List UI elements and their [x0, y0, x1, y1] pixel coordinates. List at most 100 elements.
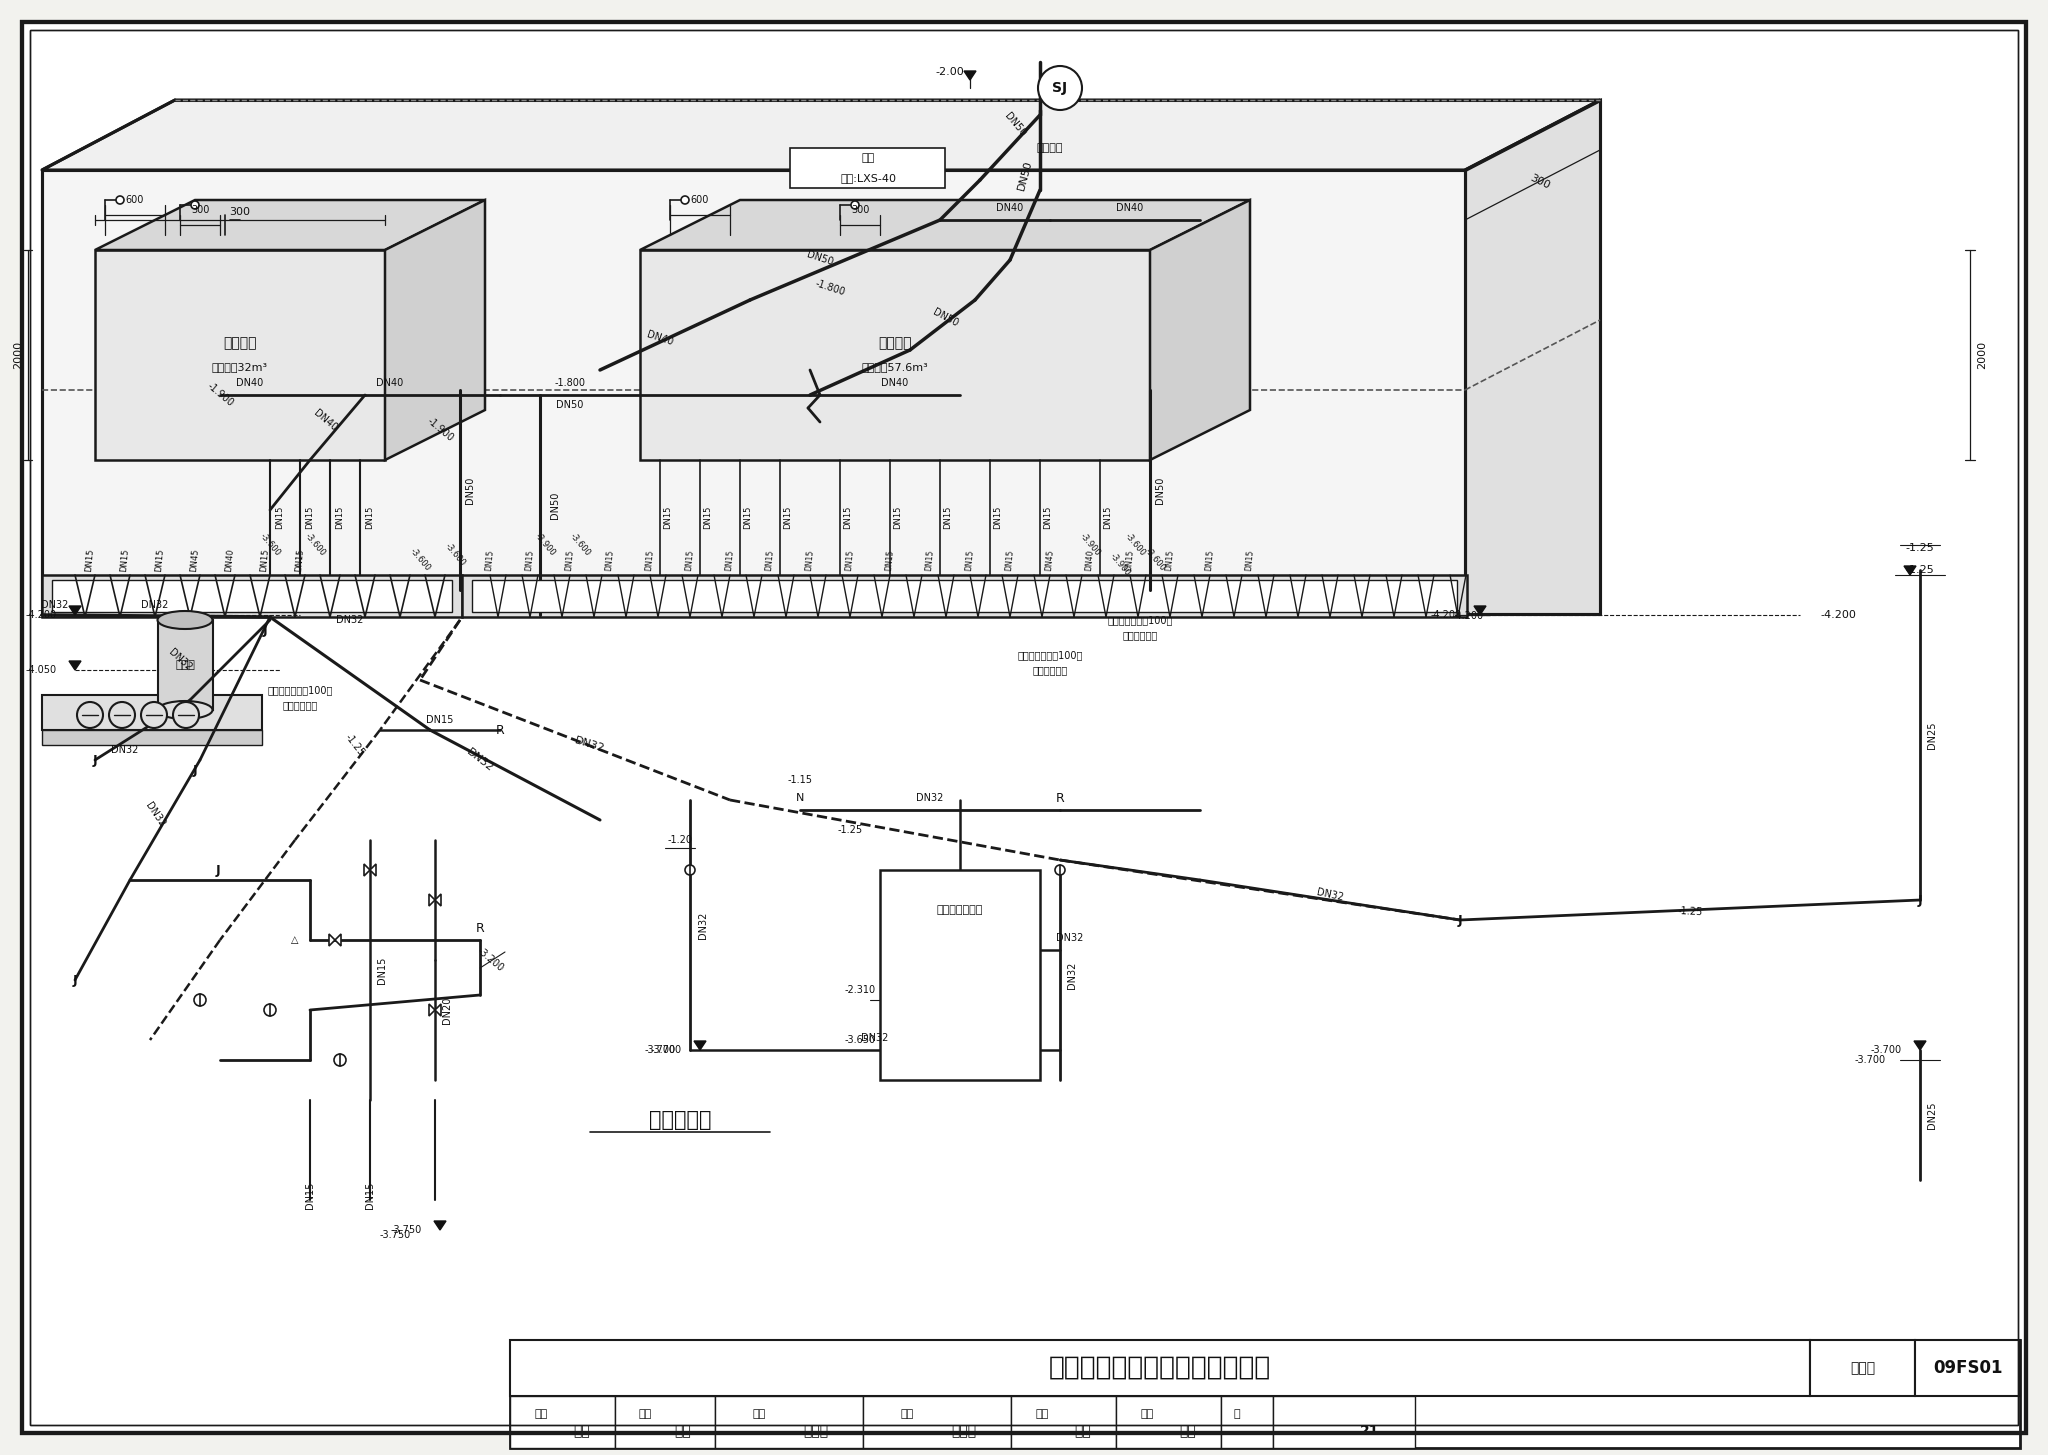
Text: DN15: DN15 [1104, 505, 1112, 528]
Text: DN15: DN15 [844, 505, 852, 528]
Text: DN15: DN15 [1044, 505, 1053, 528]
Text: DN15: DN15 [844, 549, 856, 570]
Text: 300: 300 [1528, 173, 1552, 191]
Circle shape [78, 701, 102, 728]
Text: 图集号: 图集号 [1851, 1360, 1876, 1375]
Ellipse shape [158, 611, 213, 629]
Text: DN32: DN32 [862, 1033, 889, 1043]
Polygon shape [1905, 566, 1917, 575]
Polygon shape [1915, 1040, 1925, 1051]
Text: J: J [262, 624, 268, 636]
Polygon shape [1151, 199, 1249, 460]
Text: DN15: DN15 [365, 1181, 375, 1209]
Text: DN15: DN15 [805, 549, 815, 570]
Text: 设防尘防虫网: 设防尘防虫网 [1032, 665, 1067, 675]
Text: 张爱华: 张爱华 [803, 1424, 827, 1438]
Text: -1.800: -1.800 [813, 278, 846, 297]
Bar [1221, 1395, 1274, 1448]
Text: -3.650: -3.650 [844, 1035, 877, 1045]
Text: DN15: DN15 [944, 505, 952, 528]
Polygon shape [428, 1004, 440, 1016]
Bar [791, 148, 944, 188]
Text: -1.25: -1.25 [1677, 906, 1702, 918]
Polygon shape [1475, 605, 1487, 615]
Text: -4.200: -4.200 [1821, 610, 1855, 620]
Text: DN50: DN50 [1016, 159, 1034, 191]
Text: -4.200: -4.200 [27, 610, 57, 620]
Text: DN15: DN15 [524, 549, 535, 570]
Text: J: J [72, 973, 78, 986]
Text: DN40: DN40 [1116, 204, 1143, 212]
Bar [510, 1395, 614, 1448]
Text: DN15: DN15 [485, 549, 496, 570]
Text: DN40: DN40 [236, 378, 264, 388]
Circle shape [684, 866, 694, 874]
Text: DN40: DN40 [311, 407, 338, 432]
Bar [43, 695, 262, 730]
Text: DN15: DN15 [295, 549, 305, 572]
Text: 水表: 水表 [862, 153, 874, 163]
Text: -3.600: -3.600 [567, 533, 592, 559]
Text: -4.050: -4.050 [27, 665, 57, 675]
Ellipse shape [158, 701, 213, 719]
Text: 设防尘防虫网: 设防尘防虫网 [283, 700, 317, 710]
Text: DN32: DN32 [465, 746, 496, 774]
Circle shape [852, 201, 858, 210]
Text: J: J [193, 764, 197, 777]
Text: DN15: DN15 [664, 505, 672, 528]
Text: DN32: DN32 [915, 793, 944, 803]
Text: 300: 300 [229, 207, 250, 217]
Bar [1915, 1340, 2019, 1395]
Text: DN25: DN25 [1927, 722, 1937, 749]
Text: DN25: DN25 [1927, 1101, 1937, 1129]
Bar [43, 730, 262, 745]
Text: 乌鸣: 乌鸣 [674, 1424, 692, 1438]
Text: -3.900: -3.900 [1108, 551, 1133, 578]
Polygon shape [434, 1221, 446, 1229]
Polygon shape [641, 199, 1249, 250]
Text: DN15: DN15 [336, 505, 344, 528]
Circle shape [172, 701, 199, 728]
Text: -4.200: -4.200 [1452, 611, 1483, 621]
Text: DN40: DN40 [881, 378, 909, 388]
Polygon shape [330, 934, 342, 946]
Bar [158, 620, 213, 710]
Text: 09FS01: 09FS01 [1933, 1359, 2003, 1376]
Text: 2000: 2000 [1976, 340, 1987, 370]
Circle shape [1055, 866, 1065, 874]
Text: -1.900: -1.900 [424, 416, 455, 444]
Text: DN15: DN15 [645, 549, 655, 570]
Polygon shape [1464, 100, 1599, 614]
Text: -3.900: -3.900 [1077, 533, 1102, 559]
Text: 300: 300 [190, 205, 209, 215]
Text: DN15: DN15 [154, 549, 166, 572]
Text: J: J [215, 863, 221, 876]
Text: DN15: DN15 [965, 549, 975, 570]
Text: -3.700: -3.700 [651, 1045, 682, 1055]
Polygon shape [641, 250, 1151, 460]
Text: SJ: SJ [1053, 81, 1067, 95]
Text: DN50: DN50 [1155, 476, 1165, 503]
Text: 排至排水沟上方100处: 排至排水沟上方100处 [1108, 615, 1174, 626]
Circle shape [190, 201, 199, 210]
Text: 21: 21 [1360, 1424, 1378, 1438]
Polygon shape [43, 100, 1599, 170]
Text: DN40: DN40 [225, 549, 236, 572]
Text: DN32: DN32 [1067, 962, 1077, 989]
Text: DN15: DN15 [764, 549, 776, 570]
Text: 校对: 校对 [754, 1408, 766, 1419]
Text: -1.800: -1.800 [555, 378, 586, 388]
Text: -1.20: -1.20 [668, 835, 692, 845]
Text: DN40: DN40 [645, 329, 674, 346]
Circle shape [109, 701, 135, 728]
Bar [1274, 1395, 1415, 1448]
Text: DN45: DN45 [190, 549, 201, 572]
Circle shape [117, 196, 125, 204]
Bar [471, 581, 1456, 613]
Text: DN15: DN15 [1204, 549, 1214, 570]
Polygon shape [94, 199, 485, 250]
Text: DN15: DN15 [1165, 549, 1176, 570]
Text: DN15: DN15 [377, 956, 387, 984]
Text: 孙直华: 孙直华 [950, 1424, 977, 1438]
Text: DN32: DN32 [143, 800, 166, 829]
